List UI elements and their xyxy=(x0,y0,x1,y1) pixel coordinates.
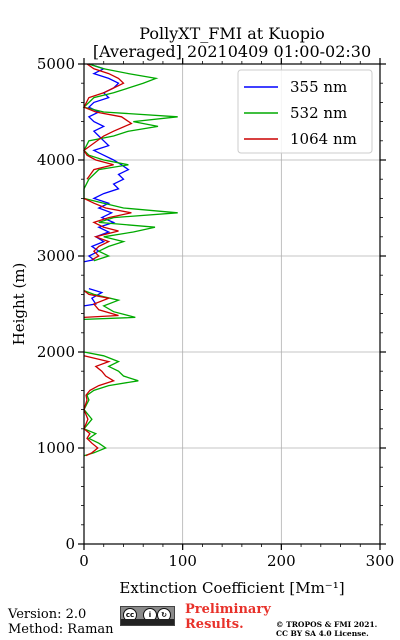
copyright-line1: © TROPOS & FMI 2021. xyxy=(276,620,378,629)
copyright-line2: CC BY SA 4.0 License. xyxy=(276,629,369,638)
chart-title-line2: [Averaged] 20210409 01:00-02:30 xyxy=(92,42,372,61)
preliminary-line1: Preliminary xyxy=(185,602,271,617)
copyright-note: © TROPOS & FMI 2021. CC BY SA 4.0 Licens… xyxy=(276,620,377,638)
x-tick-label: 0 xyxy=(79,552,89,570)
version-label: Version: 2.0 xyxy=(8,607,87,622)
plot-frame xyxy=(83,63,381,545)
y-tick-label: 5000 xyxy=(37,55,75,73)
legend-box xyxy=(237,69,373,154)
series-line-1064-nm xyxy=(83,63,133,457)
legend-label: 532 nm xyxy=(290,104,347,122)
cc-license-badge: cc i ↻ xyxy=(120,606,175,626)
x-tick-label: 100 xyxy=(168,552,197,570)
method-label: Method: Raman xyxy=(8,622,114,637)
series-line-355-nm xyxy=(83,63,130,307)
y-tick-label: 0 xyxy=(65,535,75,553)
legend-label: 355 nm xyxy=(290,78,347,96)
series-line-532-nm xyxy=(82,63,178,457)
y-tick-label: 1000 xyxy=(37,439,75,457)
preliminary-line2: Results. xyxy=(185,617,244,632)
legend-label: 1064 nm xyxy=(290,130,357,148)
y-tick-label: 2000 xyxy=(37,343,75,361)
y-tick-label: 4000 xyxy=(37,151,75,169)
preliminary-results-note: Preliminary Results. xyxy=(185,602,271,632)
y-axis-label: Height (m) xyxy=(10,263,28,346)
x-tick-label: 300 xyxy=(366,552,395,570)
x-axis-label: Extinction Coefficient [Mm⁻¹] xyxy=(119,579,344,597)
chart-title-line1: PollyXT_FMI at Kuopio xyxy=(139,24,325,43)
x-tick-label: 200 xyxy=(267,552,296,570)
y-tick-label: 3000 xyxy=(37,247,75,265)
